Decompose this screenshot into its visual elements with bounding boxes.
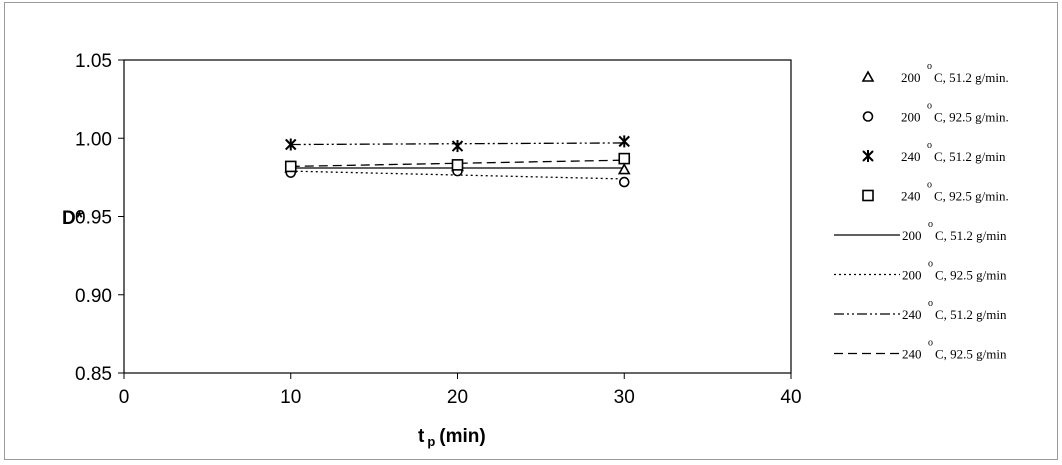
legend-label: C, 92.5 g/min (935, 347, 1007, 362)
legend-degree-symbol: o (928, 259, 933, 270)
x-tick-label: 40 (780, 387, 801, 408)
legend-label: C, 92.5 g/min. (934, 189, 1009, 204)
legend-item: 200 oC, 92.5 g/min (834, 259, 1007, 283)
series-markers (284, 135, 631, 188)
data-point-asterisk (285, 138, 297, 151)
legend-temperature: 200 (902, 228, 922, 243)
x-tick-label: 30 (614, 387, 635, 408)
y-tick-label: 0.95 (75, 208, 112, 229)
legend-degree-symbol: o (928, 298, 933, 309)
y-axis: 0.85 0.90 0.95 1.00 1.05 (75, 51, 124, 385)
legend-degree-symbol: o (927, 101, 932, 112)
legend-label: C, 92.5 g/min (935, 268, 1007, 283)
x-axis-title-unit: (min) (439, 426, 485, 447)
data-point-circle (618, 176, 630, 188)
legend-item: 200 oC, 51.2 g/min. (861, 61, 1009, 85)
x-tick-label: 10 (280, 387, 301, 408)
legend-label: C, 51.2 g/min (935, 228, 1007, 243)
data-point-asterisk (451, 140, 464, 153)
data-point-square (451, 159, 464, 171)
legend-degree-symbol: o (928, 338, 933, 349)
x-axis-title-main: t (418, 426, 425, 447)
legend-label: C, 51.2 g/min. (934, 70, 1009, 85)
legend-degree-symbol: o (927, 61, 932, 72)
data-point-asterisk (618, 135, 630, 148)
legend-temperature: 200 (901, 110, 921, 125)
legend-label: C, 51.2 g/min (935, 307, 1007, 322)
y-tick-label: 0.85 (75, 364, 112, 385)
legend-item: 240 oC, 51.2 g/min (862, 140, 1006, 164)
legend-degree-symbol: o (927, 140, 932, 151)
legend-degree-symbol: o (927, 180, 932, 191)
legend-label: C, 51.2 g/min (934, 149, 1006, 164)
y-tick-label: 1.00 (75, 129, 112, 150)
legend-label: C, 92.5 g/min. (934, 110, 1009, 125)
legend-temperature: 240 (902, 347, 922, 362)
legend-temperature: 200 (902, 268, 922, 283)
x-axis-title-subscript: p (427, 434, 435, 449)
legend-marker-square (862, 189, 874, 202)
legend-item: 200 oC, 51.2 g/min (834, 219, 1007, 243)
data-point-square (284, 160, 297, 173)
legend-temperature: 240 (902, 307, 922, 322)
legend-marker-asterisk (862, 150, 874, 162)
y-tick-label: 0.90 (75, 286, 112, 307)
legend-temperature: 240 (901, 189, 921, 204)
y-axis-title: D* (62, 208, 84, 229)
legend-temperature: 200 (901, 70, 921, 85)
legend-marker-circle (862, 111, 874, 122)
x-tick-label: 0 (119, 387, 130, 408)
plot-area (123, 59, 792, 374)
legend-item: 240 oC, 51.2 g/min (834, 298, 1007, 322)
data-point-triangle (617, 162, 631, 175)
x-axis: 0 10 20 30 40 (119, 373, 802, 408)
legend-item: 240 oC, 92.5 g/min (834, 338, 1007, 362)
legend-temperature: 240 (901, 149, 921, 164)
x-tick-label: 20 (447, 387, 468, 408)
legend-item: 200 oC, 92.5 g/min. (862, 101, 1009, 125)
legend-marker-triangle (861, 70, 875, 82)
data-point-square (618, 152, 631, 165)
legend-item: 240 oC, 92.5 g/min. (862, 180, 1009, 204)
legend-degree-symbol: o (928, 219, 933, 230)
x-axis-title: t p (min) (418, 426, 486, 449)
chart-frame (4, 2, 1058, 460)
y-tick-label: 1.05 (75, 51, 112, 72)
